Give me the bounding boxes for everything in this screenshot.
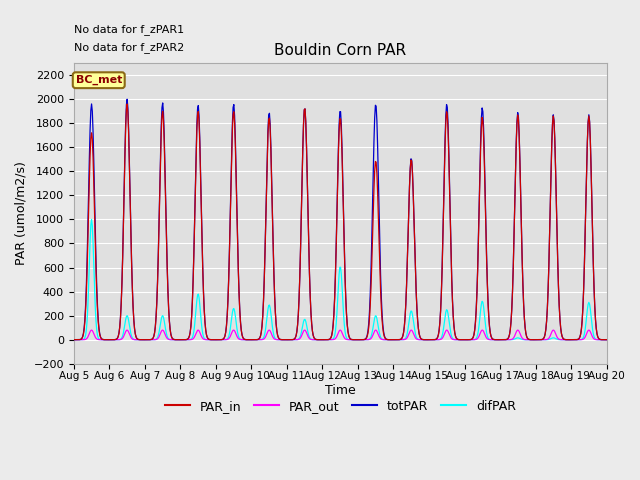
Title: Bouldin Corn PAR: Bouldin Corn PAR	[274, 43, 406, 58]
Text: No data for f_zPAR2: No data for f_zPAR2	[74, 42, 184, 53]
Y-axis label: PAR (umol/m2/s): PAR (umol/m2/s)	[15, 161, 28, 265]
Text: BC_met: BC_met	[76, 75, 122, 85]
Text: No data for f_zPAR1: No data for f_zPAR1	[74, 24, 184, 35]
X-axis label: Time: Time	[325, 384, 356, 397]
Legend: PAR_in, PAR_out, totPAR, difPAR: PAR_in, PAR_out, totPAR, difPAR	[159, 395, 521, 418]
